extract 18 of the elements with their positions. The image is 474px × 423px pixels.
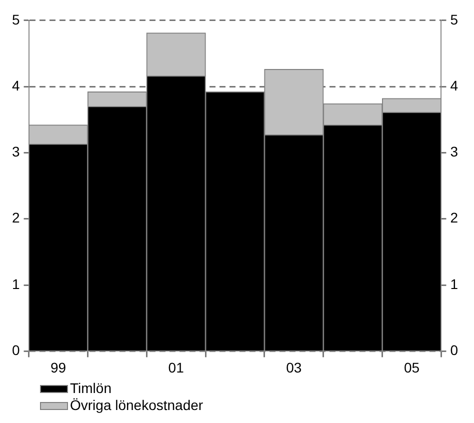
y-tick-label: 3 — [12, 144, 20, 160]
y2-tick-label: 1 — [450, 276, 458, 292]
y2-tick-label: 5 — [450, 11, 458, 28]
y2-tick-label: 4 — [450, 77, 458, 94]
x-tick-label: 99 — [50, 359, 66, 376]
y2-tick-label: 3 — [450, 144, 458, 160]
y2-tick-label: 0 — [450, 342, 458, 358]
y-tick-label: 4 — [12, 77, 20, 94]
legend-label: Övriga lönekostnader — [70, 397, 204, 414]
text: Timlön — [70, 380, 112, 397]
y-tick-label: 2 — [12, 210, 20, 226]
y-tick-label: 5 — [12, 11, 20, 28]
y-tick-label: 1 — [12, 276, 20, 292]
y-tick-label: 0 — [12, 342, 20, 358]
x-tick-label: 01 — [168, 359, 184, 376]
y2-tick-label: 2 — [450, 210, 458, 226]
x-tick-label: 03 — [286, 359, 302, 376]
x-tick-label: 05 — [404, 359, 420, 376]
